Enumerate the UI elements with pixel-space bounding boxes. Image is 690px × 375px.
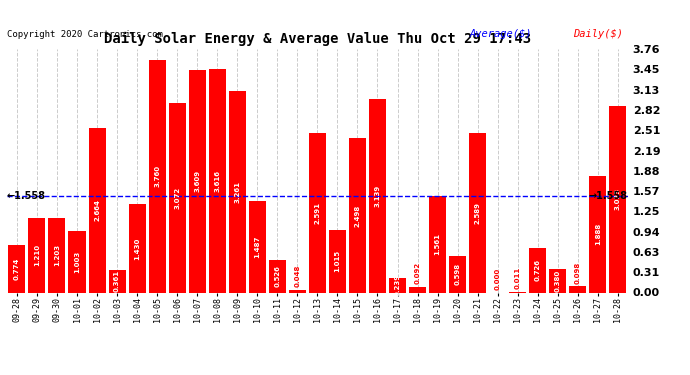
- Text: 0.098: 0.098: [575, 262, 581, 284]
- Text: 1.003: 1.003: [74, 251, 80, 273]
- Bar: [429, 196, 446, 292]
- Text: 3.609: 3.609: [194, 170, 200, 192]
- Bar: [409, 287, 426, 292]
- Bar: [369, 99, 386, 292]
- Bar: [269, 260, 286, 292]
- Text: Daily($): Daily($): [573, 29, 622, 39]
- Bar: [108, 270, 126, 292]
- Text: 1.561: 1.561: [435, 233, 441, 255]
- Bar: [249, 201, 266, 292]
- Text: 3.760: 3.760: [154, 165, 160, 188]
- Bar: [609, 106, 627, 292]
- Text: 0.239: 0.239: [395, 274, 400, 296]
- Text: 0.361: 0.361: [114, 270, 120, 292]
- Text: 1.888: 1.888: [595, 223, 601, 245]
- Text: 1.210: 1.210: [34, 244, 40, 266]
- Text: Copyright 2020 Cartronics.com: Copyright 2020 Cartronics.com: [7, 30, 163, 39]
- Text: 2.589: 2.589: [475, 202, 481, 223]
- Bar: [168, 103, 186, 292]
- Bar: [349, 138, 366, 292]
- Text: 0.598: 0.598: [455, 263, 461, 285]
- Text: 0.380: 0.380: [555, 270, 561, 292]
- Text: 3.616: 3.616: [214, 170, 220, 192]
- Bar: [28, 218, 46, 292]
- Text: 0.048: 0.048: [295, 265, 300, 287]
- Text: →1.558: →1.558: [589, 191, 628, 201]
- Text: 2.591: 2.591: [315, 201, 320, 223]
- Text: 0.526: 0.526: [275, 266, 280, 287]
- Bar: [589, 176, 607, 292]
- Text: 1.203: 1.203: [54, 244, 60, 266]
- Bar: [68, 231, 86, 292]
- Bar: [309, 132, 326, 292]
- Bar: [289, 290, 306, 292]
- Text: 2.498: 2.498: [355, 204, 360, 226]
- Text: 3.072: 3.072: [174, 187, 180, 209]
- Bar: [188, 70, 206, 292]
- Bar: [88, 128, 106, 292]
- Text: 0.092: 0.092: [415, 262, 421, 284]
- Bar: [469, 133, 486, 292]
- Text: 0.774: 0.774: [14, 257, 20, 280]
- Bar: [569, 286, 586, 292]
- Bar: [128, 204, 146, 292]
- Bar: [8, 245, 26, 292]
- Text: 1.430: 1.430: [134, 237, 140, 260]
- Text: Average($): Average($): [469, 29, 532, 39]
- Text: 1.487: 1.487: [255, 236, 260, 258]
- Bar: [329, 230, 346, 292]
- Bar: [208, 69, 226, 292]
- Text: 0.011: 0.011: [515, 267, 521, 290]
- Text: 2.664: 2.664: [94, 199, 100, 221]
- Bar: [449, 256, 466, 292]
- Text: 3.261: 3.261: [235, 181, 240, 203]
- Bar: [389, 278, 406, 292]
- Title: Daily Solar Energy & Average Value Thu Oct 29 17:43: Daily Solar Energy & Average Value Thu O…: [104, 32, 531, 46]
- Text: 1.015: 1.015: [335, 250, 340, 272]
- Bar: [229, 91, 246, 292]
- Text: 0.726: 0.726: [535, 259, 541, 281]
- Bar: [148, 60, 166, 292]
- Text: ←1.558: ←1.558: [7, 191, 46, 201]
- Text: 3.139: 3.139: [375, 184, 380, 207]
- Bar: [529, 248, 546, 292]
- Text: 0.000: 0.000: [495, 268, 501, 290]
- Text: 3.023: 3.023: [615, 188, 621, 210]
- Bar: [48, 218, 66, 292]
- Bar: [549, 269, 566, 292]
